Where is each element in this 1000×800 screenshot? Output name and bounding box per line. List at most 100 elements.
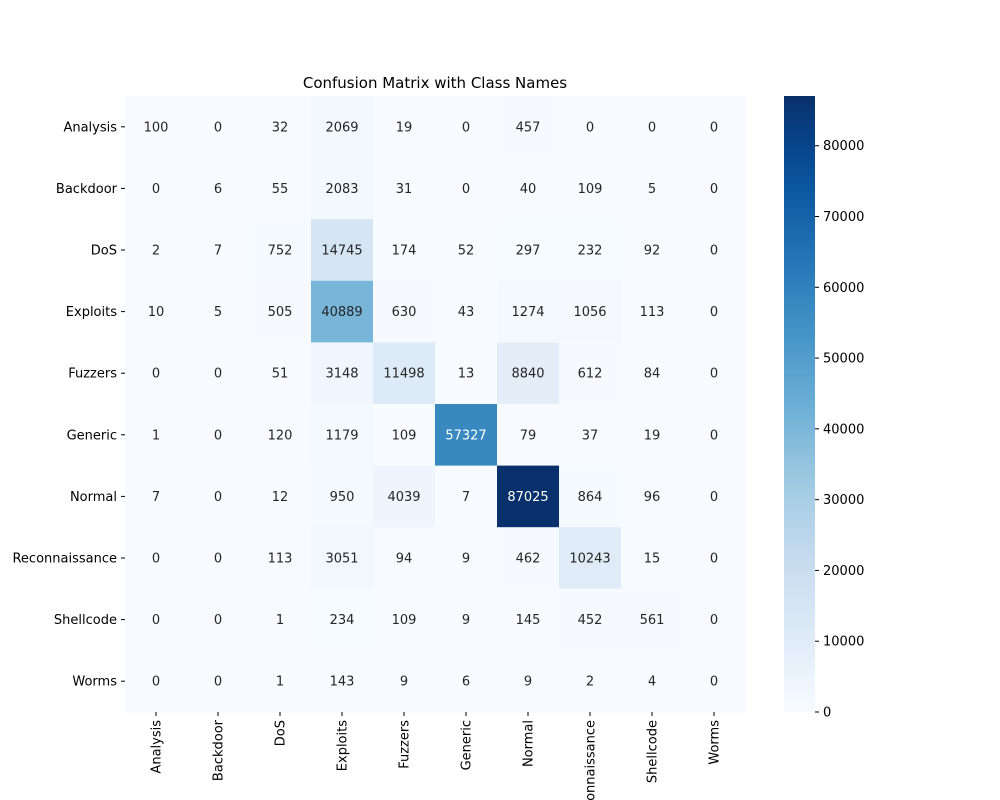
heatmap-cell [311, 404, 374, 467]
cell-value-label: 109 [578, 182, 603, 197]
cell-value-label: 19 [396, 120, 413, 135]
heatmap-cell [435, 404, 498, 467]
cell-value-label: 0 [710, 120, 718, 135]
y-axis: Analysis Backdoor DoS Exploits Fuzzers Generi… [12, 120, 125, 690]
heatmap-cell [125, 404, 188, 467]
cell-value-label: 40 [520, 182, 537, 197]
cell-value-label: 1274 [511, 305, 544, 320]
cell-value-label: 9 [462, 552, 470, 567]
heatmap-cell [621, 465, 684, 528]
heatmap-cell [311, 96, 374, 159]
colorbar-tick-label: 30000 [823, 493, 864, 508]
cell-value-label: 234 [330, 613, 355, 628]
heatmap-cell [435, 650, 498, 713]
cell-value-label: 13 [458, 367, 475, 382]
cell-value-label: 96 [644, 490, 661, 505]
x-axis: Analysis Backdoor DoS Exploits Fuzzers Generi… [150, 712, 723, 800]
cell-value-label: 0 [214, 675, 222, 690]
colorbar-tick-label: 80000 [823, 139, 864, 154]
heatmap-cell [125, 157, 188, 220]
y-tick-label: Worms [72, 675, 117, 690]
y-tick-label: Exploits [66, 305, 117, 320]
cell-value-label: 51 [272, 367, 289, 382]
heatmap-cell [311, 342, 374, 405]
heatmap-cell [683, 404, 746, 467]
cell-value-label: 4039 [387, 490, 420, 505]
cell-value-label: 5 [648, 182, 656, 197]
heatmap-cell [683, 527, 746, 590]
cell-value-label: 457 [516, 120, 541, 135]
heatmap-cell [373, 96, 436, 159]
cell-value-label: 40889 [321, 305, 362, 320]
cell-value-label: 0 [710, 613, 718, 628]
heatmap-cell [373, 650, 436, 713]
heatmap-cell [559, 588, 622, 651]
x-tick-label: Fuzzers [398, 720, 413, 769]
cell-value-label: 505 [268, 305, 293, 320]
cell-value-label: 612 [578, 367, 603, 382]
x-tick-label: Exploits [336, 720, 351, 771]
cell-value-label: 7 [152, 490, 160, 505]
heatmap-cell [435, 280, 498, 343]
heatmap-cell [125, 96, 188, 159]
heatmap-cell [187, 157, 250, 220]
heatmap-cell [373, 157, 436, 220]
cell-value-label: 9 [524, 675, 532, 690]
heatmap-cell [559, 280, 622, 343]
x-tick-label: Shellcode [646, 720, 661, 783]
heatmap-cell [311, 157, 374, 220]
y-tick-label: Backdoor [56, 182, 118, 197]
cell-value-label: 174 [392, 244, 417, 259]
x-tick-label: Normal [522, 720, 537, 767]
cell-value-label: 43 [458, 305, 475, 320]
cell-annotations: 100 0 32 2069 19 0 457 0 0 00 6 55 2083 31 0 40 109 5 02 7 7… [144, 120, 719, 689]
colorbar-tick-label: 0 [823, 706, 831, 721]
heatmap-cell [683, 650, 746, 713]
x-tick-label: Analysis [150, 720, 165, 774]
heatmap-cell [249, 342, 312, 405]
heatmap-cell [311, 650, 374, 713]
colorbar-tick-label: 40000 [823, 422, 864, 437]
cell-value-label: 0 [710, 490, 718, 505]
heatmap-cell [559, 342, 622, 405]
cell-value-label: 109 [392, 613, 417, 628]
cell-value-label: 37 [582, 428, 599, 443]
heatmap-cell [311, 588, 374, 651]
colorbar-ticks: 0 10000 20000 30000 40000 50000 60000 70000 8000… [815, 139, 864, 721]
heatmap-cell [373, 527, 436, 590]
heatmap-cell [249, 650, 312, 713]
cell-value-label: 2083 [325, 182, 358, 197]
heatmap-cell [621, 96, 684, 159]
cell-value-label: 3148 [325, 367, 358, 382]
heatmap-cell [435, 527, 498, 590]
cell-value-label: 9 [400, 675, 408, 690]
heatmap-cell [125, 588, 188, 651]
x-tick-label: DoS [274, 720, 289, 746]
y-tick-label: Fuzzers [68, 367, 117, 382]
heatmap-cell [497, 527, 560, 590]
heatmap-cell [559, 404, 622, 467]
cell-value-label: 0 [710, 675, 718, 690]
cell-value-label: 57327 [445, 428, 486, 443]
heatmap-cell [435, 96, 498, 159]
heatmap-cell [249, 96, 312, 159]
heatmap-cell [125, 280, 188, 343]
cell-value-label: 19 [644, 428, 661, 443]
colorbar-tick-label: 70000 [823, 210, 864, 225]
cell-value-label: 0 [152, 552, 160, 567]
cell-value-label: 52 [458, 244, 475, 259]
heatmap-cell [497, 280, 560, 343]
cell-value-label: 5 [214, 305, 222, 320]
heatmap-cells [125, 96, 746, 713]
cell-value-label: 1179 [325, 428, 358, 443]
heatmap-cell [187, 465, 250, 528]
heatmap-cell [125, 219, 188, 282]
cell-value-label: 113 [640, 305, 665, 320]
cell-value-label: 1 [152, 428, 160, 443]
colorbar [784, 96, 815, 712]
heatmap-cell [373, 588, 436, 651]
cell-value-label: 11498 [383, 367, 424, 382]
heatmap-cell [373, 219, 436, 282]
heatmap-cell [249, 465, 312, 528]
